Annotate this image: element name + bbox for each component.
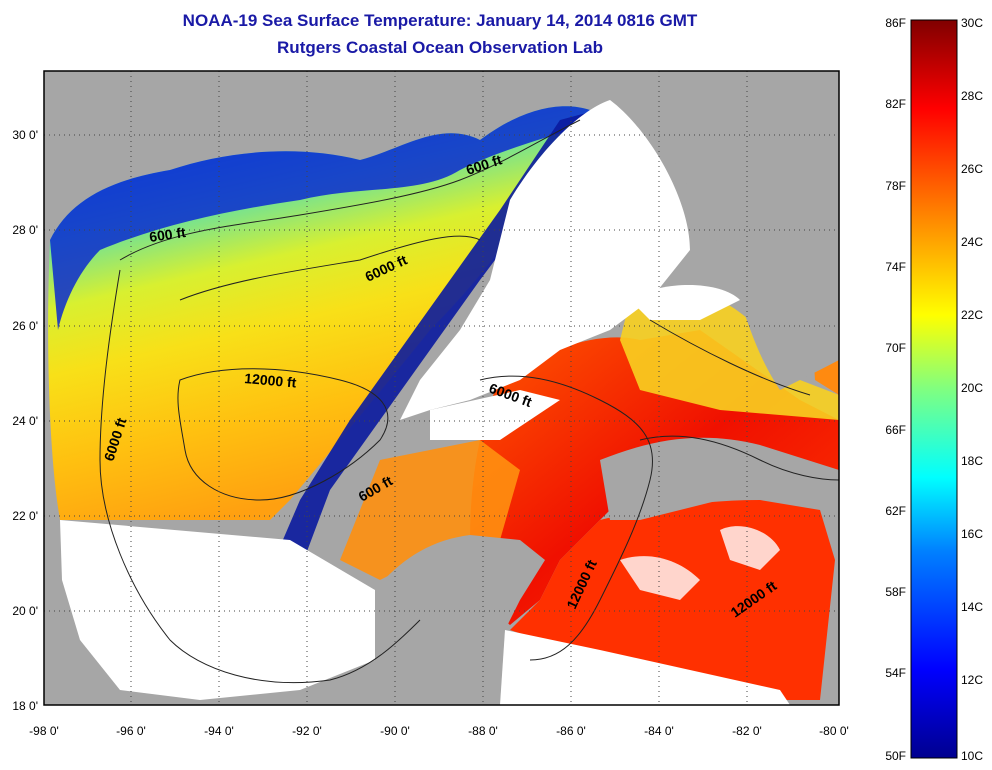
colorbar-f-label: 86F: [885, 16, 906, 30]
cloud-mask-north: [400, 100, 690, 420]
lon-tick-label: -84 0': [644, 724, 674, 738]
lat-tick-label: 26 0': [12, 319, 38, 333]
colorbar-c-label: 12C: [961, 673, 983, 687]
colorbar-c-label: 22C: [961, 308, 983, 322]
colorbar-f-label: 70F: [885, 341, 906, 355]
colorbar-c-label: 18C: [961, 454, 983, 468]
contour-label: 600 ft: [148, 224, 187, 245]
lat-tick-label: 18 0': [12, 699, 38, 713]
colorbar-c-label: 20C: [961, 381, 983, 395]
colorbar-celsius-labels: 30C 28C 26C 24C 22C 20C 18C 16C 14C 12C …: [961, 16, 983, 763]
colorbar-f-label: 82F: [885, 97, 906, 111]
colorbar-c-label: 24C: [961, 235, 983, 249]
bathymetry-contours: [99, 119, 840, 684]
lat-tick-label: 30 0': [12, 128, 38, 142]
cloud-mask-south: [500, 630, 790, 705]
cloud-mask-shelf: [630, 285, 740, 320]
map-subtitle: Rutgers Coastal Ocean Observation Lab: [277, 38, 603, 57]
colorbar-c-label: 16C: [961, 527, 983, 541]
colorbar-f-label: 54F: [885, 666, 906, 680]
colorbar-f-label: 58F: [885, 585, 906, 599]
contour-label: 12000 ft: [244, 370, 298, 391]
land-cuba: [600, 437, 839, 520]
lat-tick-label: 22 0': [12, 509, 38, 523]
lon-tick-label: -96 0': [116, 724, 146, 738]
lat-lon-grid: [44, 71, 839, 705]
colorbar-c-label: 14C: [961, 600, 983, 614]
colorbar-f-label: 74F: [885, 260, 906, 274]
colorbar: [910, 19, 958, 759]
map-frame: [43, 70, 840, 706]
lon-tick-label: -92 0': [292, 724, 322, 738]
colorbar-f-label: 62F: [885, 504, 906, 518]
lat-tick-label: 24 0': [12, 414, 38, 428]
lon-tick-label: -88 0': [468, 724, 498, 738]
colorbar-f-label: 66F: [885, 423, 906, 437]
lat-tick-label: 28 0': [12, 223, 38, 237]
lon-tick-label: -80 0': [819, 724, 849, 738]
colorbar-f-label: 50F: [885, 749, 906, 763]
cold-shelf-water: [50, 106, 590, 330]
land-yucatan: [375, 535, 545, 705]
colorbar-c-label: 10C: [961, 749, 983, 763]
lat-tick-label: 20 0': [12, 604, 38, 618]
colorbar-c-label: 26C: [961, 162, 983, 176]
lon-tick-label: -94 0': [204, 724, 234, 738]
lon-tick-label: -90 0': [380, 724, 410, 738]
cloud-patch-1: [620, 556, 700, 600]
lon-tick-label: -98 0': [29, 724, 59, 738]
cloud-patch-2: [720, 526, 780, 570]
colorbar-fahrenheit-labels: 86F 82F 78F 74F 70F 66F 62F 58F 54F 50F: [885, 16, 906, 763]
colorbar-c-label: 28C: [961, 89, 983, 103]
colorbar-f-label: 78F: [885, 179, 906, 193]
colorbar-c-label: 30C: [961, 16, 983, 30]
cloud-mask-center: [430, 390, 560, 440]
lon-axis: -98 0' -96 0' -94 0' -92 0' -90 0' -88 0…: [29, 724, 849, 738]
map-title: NOAA-19 Sea Surface Temperature: January…: [182, 11, 698, 30]
cloud-mask-southwest: [60, 520, 375, 700]
lat-axis: 18 0' 20 0' 22 0' 24 0' 26 0' 28 0' 30 0…: [12, 128, 38, 713]
lon-tick-label: -86 0': [556, 724, 586, 738]
land-mexico: [44, 520, 60, 705]
lon-tick-label: -82 0': [732, 724, 762, 738]
